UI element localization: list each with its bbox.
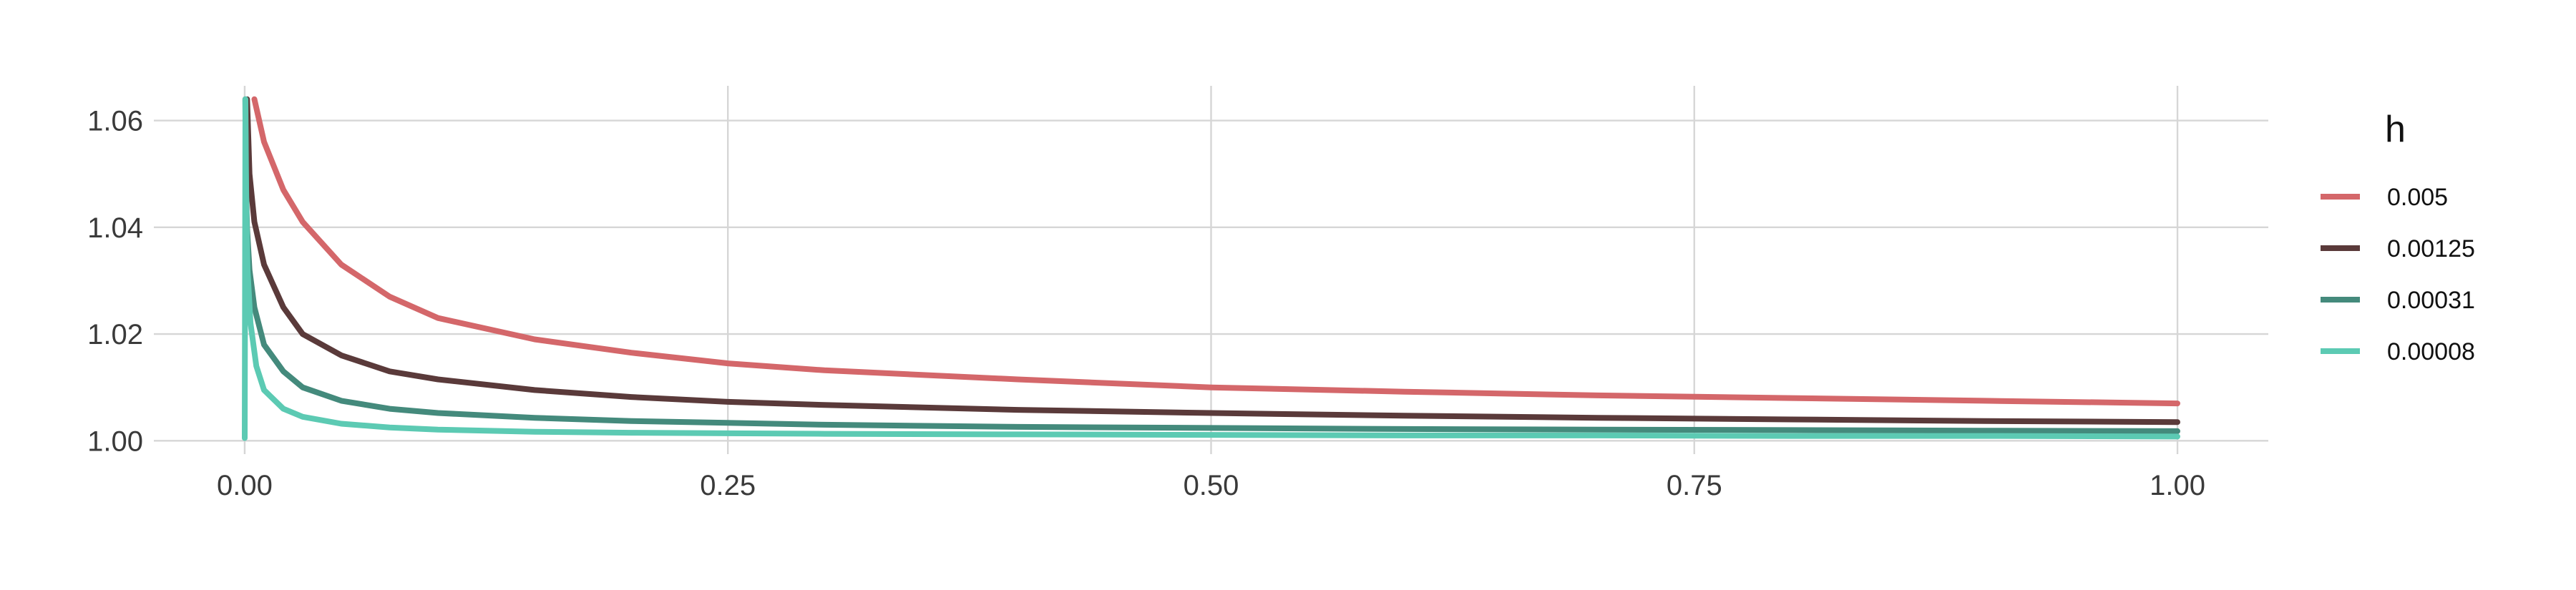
series-line-1 [251, 96, 2180, 407]
legend-title: h [2385, 109, 2406, 150]
x-tick-label: 0.50 [1184, 470, 1239, 501]
x-tick-label: 0.75 [1667, 470, 1722, 501]
legend-items: 0.005 0.00125 0.00031 0.00008 [2321, 184, 2475, 365]
axis-labels: 1.00 1.02 1.04 1.06 0.00 0.25 0.50 0.75 1.00 [87, 106, 2205, 501]
legend-label: 0.00008 [2387, 338, 2475, 365]
y-tick-label: 1.06 [87, 106, 143, 137]
y-tick-label: 1.04 [87, 212, 143, 244]
x-tick-label: 1.00 [2150, 470, 2205, 501]
series-line-2 [244, 96, 2180, 426]
x-tick-label: 0.25 [700, 470, 756, 501]
legend-label: 0.00125 [2387, 235, 2475, 262]
y-tick-label: 1.02 [87, 319, 143, 350]
legend-label: 0.00031 [2387, 287, 2475, 314]
series-line-4 [242, 96, 2180, 441]
x-tick-label: 0.00 [217, 470, 273, 501]
legend-label: 0.005 [2387, 184, 2448, 211]
y-tick-label: 1.00 [87, 426, 143, 457]
series-layer [242, 96, 2180, 441]
legend: h 0.005 0.00125 0.00031 0.00008 [2321, 109, 2475, 365]
series-line-3 [242, 96, 2180, 434]
